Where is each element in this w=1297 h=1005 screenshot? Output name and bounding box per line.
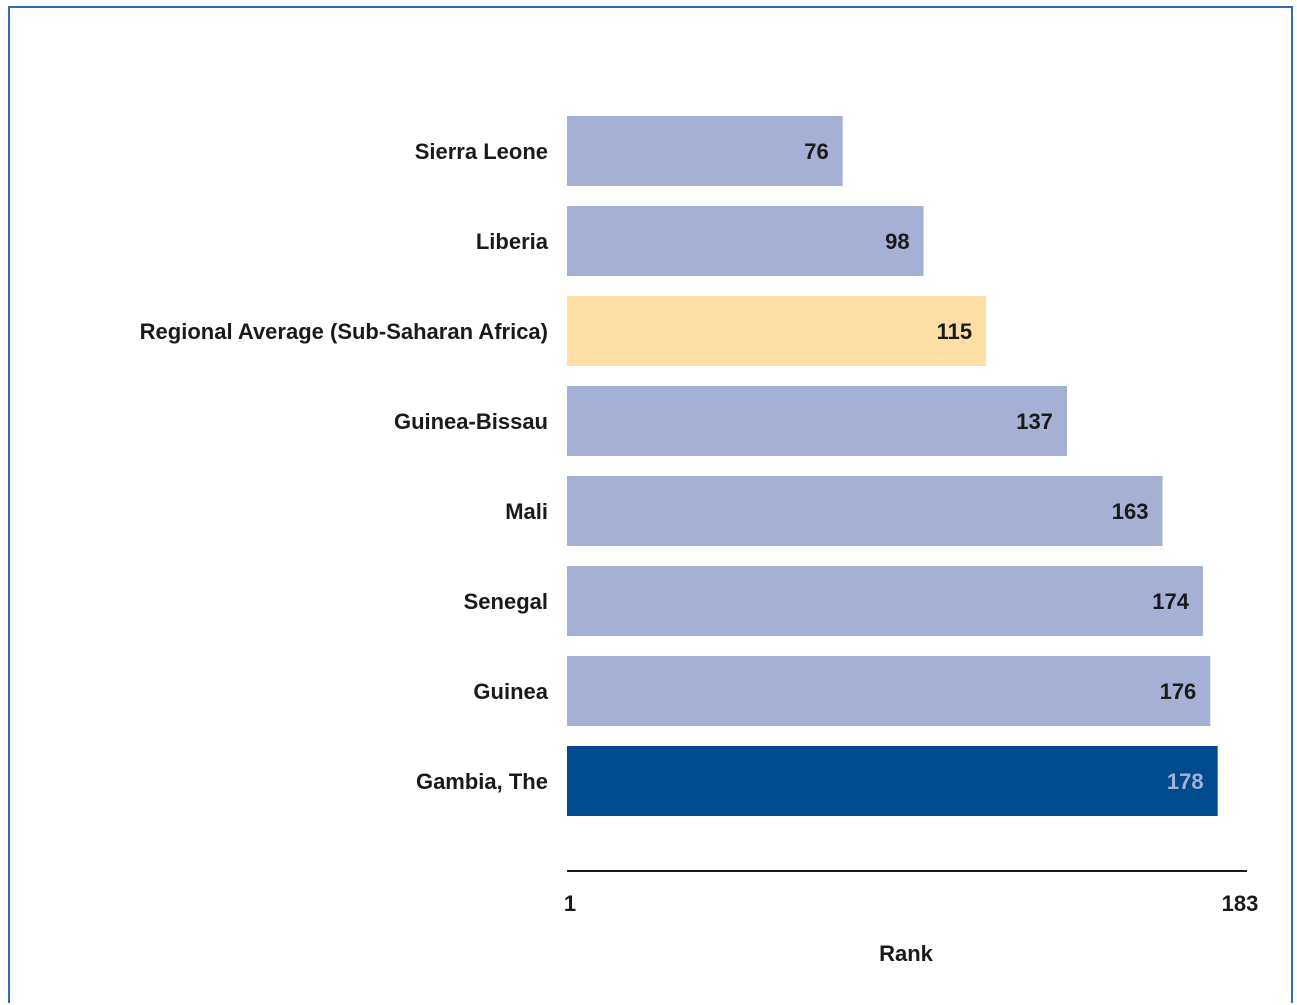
category-label-3: Guinea-Bissau: [394, 409, 548, 434]
value-label-5: 174: [1152, 589, 1189, 614]
category-label-2: Regional Average (Sub-Saharan Africa): [140, 319, 548, 344]
x-tick-min: 1: [564, 891, 576, 916]
value-label-3: 137: [1016, 409, 1053, 434]
value-label-4: 163: [1112, 499, 1149, 524]
x-tick-max: 183: [1222, 891, 1259, 916]
value-label-0: 76: [804, 139, 828, 164]
value-label-1: 98: [885, 229, 909, 254]
bar-0: [567, 116, 843, 186]
value-label-7: 178: [1167, 769, 1204, 794]
bar-7: [567, 746, 1218, 816]
category-label-0: Sierra Leone: [415, 139, 548, 164]
category-label-4: Mali: [505, 499, 548, 524]
category-label-6: Guinea: [473, 679, 548, 704]
bar-2: [567, 296, 987, 366]
bars-layer: Sierra Leone 76 Liberia 98 Regional Average …: [140, 116, 1218, 816]
bar-4: [567, 476, 1163, 546]
value-label-6: 176: [1160, 679, 1197, 704]
category-label-5: Senegal: [464, 589, 548, 614]
bar-6: [567, 656, 1211, 726]
bar-1: [567, 206, 924, 276]
value-label-2: 115: [937, 319, 973, 344]
category-label-1: Liberia: [476, 229, 549, 254]
bar-5: [567, 566, 1203, 636]
bar-3: [567, 386, 1067, 456]
category-label-7: Gambia, The: [416, 769, 548, 794]
x-axis-title: Rank: [879, 941, 934, 966]
